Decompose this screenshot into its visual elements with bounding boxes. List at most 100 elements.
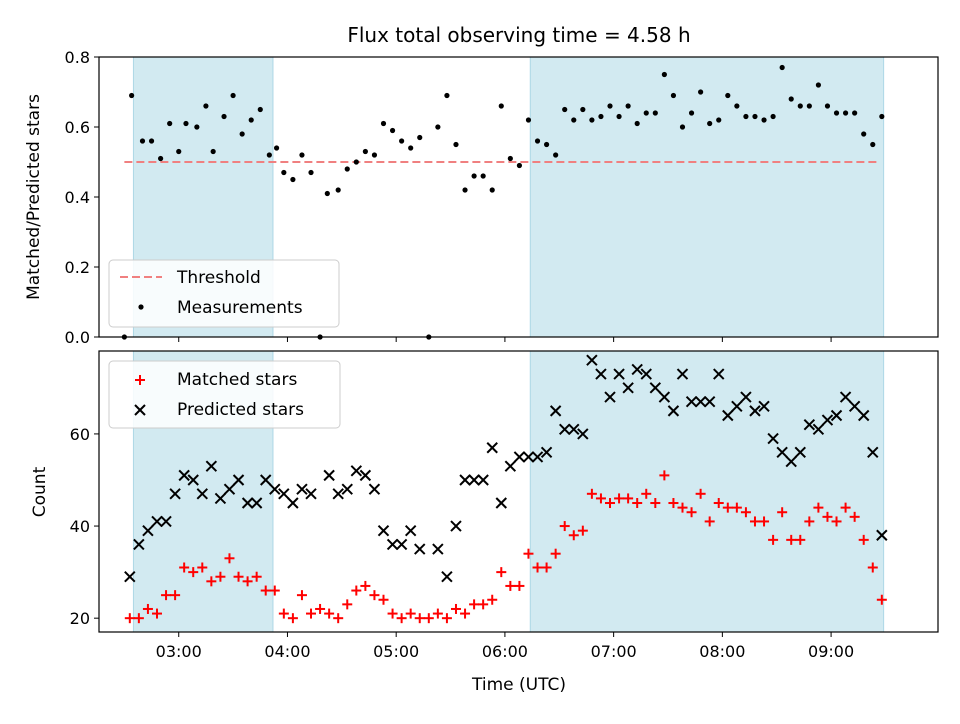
top-dot-point-0-2	[139, 138, 146, 144]
bot-plus-point-0-69	[749, 516, 760, 527]
bot-x-point-1-13	[241, 497, 254, 509]
top-dot-point-0-61	[670, 92, 677, 99]
bot-plus-point-0-20	[306, 608, 317, 619]
bot-plus-point-0-56	[632, 498, 643, 509]
top-dot-point-0-12	[230, 92, 236, 99]
bot-x-point-1-71	[785, 455, 797, 468]
bot-plus-point-0-18	[287, 613, 298, 624]
bot-x-point-1-21	[323, 469, 335, 482]
x-axis-label: Time (UTC)	[471, 675, 566, 695]
top-y-tick-label-4: 0.8	[65, 48, 90, 67]
top-dot-point-0-15	[257, 106, 263, 113]
top-dot-point-0-35	[435, 124, 441, 130]
bot-x-point-1-62	[703, 395, 716, 408]
top-dot-point-0-51	[580, 106, 586, 113]
bot-plus-point-0-43	[514, 580, 525, 591]
bot-x-point-1-80	[867, 446, 879, 459]
bot-plus-point-0-21	[315, 603, 326, 614]
bot-x-point-1-63	[713, 368, 725, 380]
top-dot-point-0-31	[399, 138, 405, 144]
bot-x-point-1-9	[205, 460, 218, 472]
bot-plus-point-0-36	[450, 603, 461, 614]
top-dot-point-0-75	[797, 103, 803, 109]
bot-x-point-1-7	[187, 474, 199, 486]
bot-x-point-1-18	[287, 497, 299, 509]
bot-x-point-1-35	[459, 474, 471, 486]
bot-x-point-1-50	[595, 368, 607, 380]
top-dot-point-0-71	[761, 117, 767, 123]
top-dot-point-0-82	[861, 131, 867, 137]
bot-x-point-1-19	[296, 483, 308, 495]
bot-plus-point-0-6	[179, 562, 190, 573]
top-dot-point-0-36	[444, 92, 450, 99]
bot-x-point-1-37	[477, 474, 489, 486]
top-dot-point-0-53	[598, 113, 604, 120]
top-dot-point-0-74	[788, 96, 794, 102]
bot-plus-point-0-15	[260, 585, 271, 596]
bottom-legend-box	[108, 360, 341, 429]
bot-x-point-1-72	[794, 446, 806, 459]
top-dot-point-0-73	[779, 64, 785, 71]
bot-plus-point-0-80	[849, 511, 860, 522]
top-dot-point-0-32	[408, 145, 414, 151]
bot-x-point-1-30	[404, 524, 417, 537]
bot-plus-point-0-37	[460, 608, 471, 619]
bot-x-point-1-43	[531, 451, 544, 463]
bottom-y-axis-label: Count	[30, 466, 50, 517]
bot-plus-point-0-81	[858, 534, 869, 545]
bot-plus-point-0-75	[804, 516, 815, 527]
top-dot-point-0-65	[707, 120, 713, 127]
top-dot-point-0-14	[248, 117, 254, 123]
bot-x-point-1-76	[830, 409, 843, 422]
bot-plus-point-0-12	[233, 571, 244, 582]
bot-x-point-1-59	[676, 368, 689, 380]
bot-x-point-1-20	[305, 488, 317, 500]
top-dot-point-0-81	[852, 110, 858, 116]
bot-plus-point-0-77	[822, 511, 833, 522]
bot-plus-point-0-83	[876, 594, 887, 605]
bot-plus-point-0-79	[840, 502, 851, 513]
top-dot-point-0-52	[589, 117, 595, 123]
bot-x-point-1-31	[414, 543, 426, 555]
bot-plus-point-0-28	[378, 594, 389, 605]
bot-plus-point-0-38	[469, 599, 480, 610]
bot-plus-point-0-29	[387, 608, 398, 619]
bottom-legend: Matched stars Predicted stars	[108, 360, 341, 429]
bot-plus-point-0-4	[161, 590, 172, 601]
top-dot-point-0-45	[525, 117, 532, 123]
bot-x-point-1-57	[658, 391, 671, 403]
top-dot-point-0-21	[308, 169, 314, 176]
top-dot-point-0-38	[462, 187, 468, 193]
x-tick-label-5: 08:00	[699, 642, 745, 661]
top-dot-point-0-46	[534, 138, 541, 144]
bot-plus-point-0-14	[251, 571, 262, 582]
top-dot-point-0-23	[324, 190, 330, 197]
bot-x-point-1-25	[359, 469, 372, 482]
legend-matched-swatch	[135, 375, 145, 385]
top-dot-point-0-59	[652, 110, 658, 116]
bot-plus-point-0-48	[559, 521, 570, 532]
bot-x-point-1-47	[568, 423, 580, 436]
bot-y-tick-label-1: 40	[70, 517, 90, 536]
bot-plus-point-0-0	[124, 613, 135, 624]
top-dot-point-0-84	[879, 113, 885, 120]
bot-x-point-1-36	[468, 474, 480, 486]
bot-x-point-1-49	[586, 354, 598, 366]
top-dot-point-0-6	[176, 148, 182, 155]
bot-plus-point-0-66	[722, 502, 733, 513]
bot-x-point-1-3	[151, 515, 163, 528]
top-y-tick-label-0: 0.0	[65, 328, 90, 347]
bot-plus-point-0-3	[151, 608, 162, 619]
top-dot-point-0-42	[498, 103, 504, 109]
bot-plus-point-0-40	[487, 594, 498, 605]
bot-plus-point-0-50	[577, 525, 588, 536]
top-dot-point-0-49	[562, 106, 568, 113]
top-dot-point-0-76	[806, 103, 812, 109]
bot-plus-point-0-76	[813, 502, 824, 513]
bot-plus-point-0-23	[333, 613, 344, 624]
top-dot-point-0-60	[661, 71, 667, 78]
top-dot-point-0-48	[553, 152, 559, 158]
bot-plus-point-0-11	[224, 553, 235, 564]
top-dot-point-0-77	[815, 82, 822, 88]
top-dot-point-0-47	[543, 141, 550, 148]
